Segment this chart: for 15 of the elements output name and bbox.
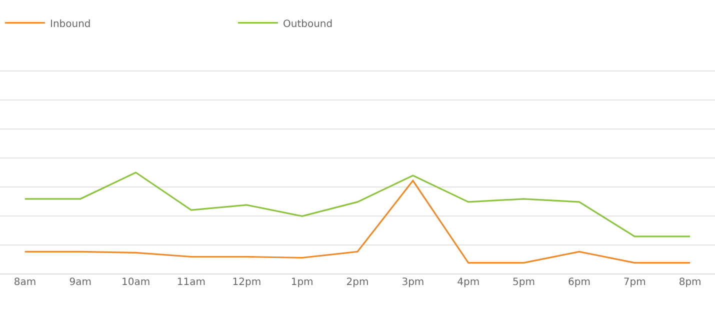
x-tick-label: 8am <box>14 277 36 288</box>
legend-label: Outbound <box>283 18 333 30</box>
x-tick-label: 9am <box>69 277 92 288</box>
x-tick-label: 2pm <box>346 277 369 288</box>
x-tick-label: 12pm <box>232 277 262 288</box>
x-tick-label: 8pm <box>678 277 702 288</box>
x-tick-label: 7pm <box>623 277 646 288</box>
x-tick-label: 5pm <box>512 277 536 288</box>
x-tick-label: 4pm <box>457 277 480 288</box>
x-tick-label: 1pm <box>290 277 314 288</box>
x-tick-label: 10am <box>121 277 150 288</box>
x-tick-label: 3pm <box>402 277 424 288</box>
legend-label: Inbound <box>50 18 91 30</box>
x-tick-label: 6pm <box>568 277 590 288</box>
x-tick-label: 11am <box>176 277 206 288</box>
